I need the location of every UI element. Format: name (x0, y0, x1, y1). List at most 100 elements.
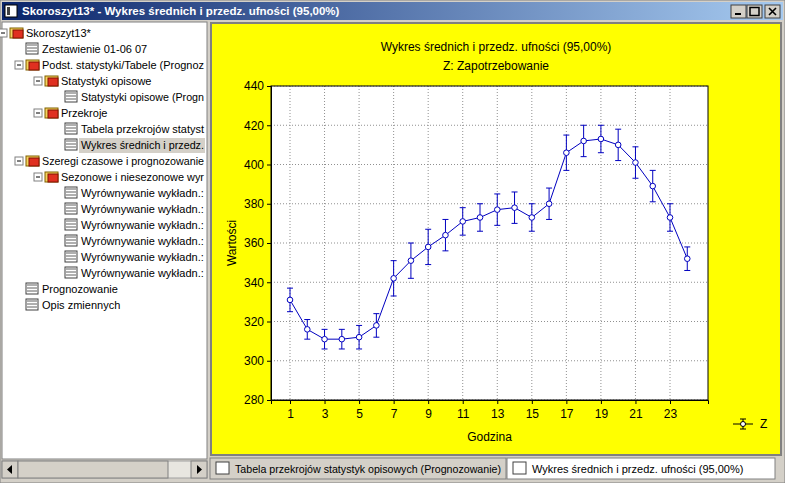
tree-label[interactable]: Przekroje (61, 107, 107, 119)
tree-item[interactable]: Wyrównywanie wykładn.: (65, 203, 204, 215)
tab[interactable]: Wykres średnich i przedz. ufności (95,00… (507, 458, 775, 479)
tree-expander[interactable] (0, 29, 7, 37)
item-icon-line (27, 291, 37, 292)
scroll-left[interactable] (2, 461, 18, 478)
tree-item[interactable]: Tabela przekrojów statyst (65, 123, 204, 135)
x-axis-title: Godzina (467, 430, 512, 444)
error-bar (494, 194, 500, 225)
point (477, 215, 483, 221)
tree-item[interactable]: Wyrównywanie wykładn.: (65, 219, 204, 231)
tree-item[interactable]: Podst. statystyki/Tabele (Prognoz (15, 59, 204, 71)
tree-label[interactable]: Wykres średnich i przedz. (81, 139, 204, 151)
window-button-face[interactable] (731, 5, 746, 18)
y-tick-label: 420 (244, 119, 264, 133)
item-icon-line (66, 192, 76, 193)
tree-item[interactable]: Wykres średnich i przedz. (65, 138, 205, 153)
item-icon-line (66, 99, 76, 100)
y-tick: 380 (244, 197, 271, 211)
tree-expander[interactable] (34, 173, 42, 181)
tree-item[interactable]: Wyrównywanie wykładn.: (65, 187, 204, 199)
tree-label[interactable]: Wyrównywanie wykładn.: (81, 187, 204, 199)
tree-label[interactable]: Wyrównywanie wykładn.: (81, 235, 204, 247)
item-icon (65, 267, 77, 278)
tree-item[interactable]: Statystyki opisowe (Progn (65, 91, 204, 103)
tree-label[interactable]: Prognozowanie (42, 283, 118, 295)
tree-expander[interactable] (34, 109, 42, 117)
tree-label[interactable]: Podst. statystyki/Tabele (Prognoz (42, 59, 204, 71)
window-icon-body (5, 5, 17, 17)
tab-label[interactable]: Wykres średnich i przedz. ufności (95,00… (532, 463, 743, 475)
y-tick: 420 (244, 119, 271, 133)
folder-icon-mark (48, 78, 58, 86)
y-tick-mark (267, 204, 271, 205)
tree-label[interactable]: Wyrównywanie wykładn.: (81, 251, 204, 263)
item-icon (65, 187, 77, 198)
y-tick-label: 360 (244, 236, 264, 250)
tree-item[interactable]: Szeregi czasowe i prognozowanie (15, 155, 204, 167)
tree-label[interactable]: Opis zmiennych (42, 299, 120, 311)
folder-icon (45, 76, 58, 86)
tree-item[interactable]: Zestawienie 01-06 07 (26, 43, 147, 55)
scroll-track[interactable] (2, 461, 207, 478)
tree-scrollbar[interactable] (2, 461, 207, 478)
item-icon-line (66, 147, 76, 148)
scroll-right[interactable] (191, 461, 207, 478)
folder-icon-mark (48, 110, 58, 118)
tree-label[interactable]: Wyrównywanie wykładn.: (81, 267, 204, 279)
tree-item[interactable]: Wyrównywanie wykładn.: (65, 251, 204, 263)
tree-item[interactable]: Wyrównywanie wykładn.: (65, 267, 204, 279)
tree-selection[interactable] (79, 138, 205, 153)
x-tick-mark (290, 400, 291, 404)
tree-item[interactable]: Statystyki opisowe (34, 75, 151, 87)
item-icon-line (66, 125, 76, 126)
y-axis-title: Wartości (225, 220, 239, 266)
folder-icon (45, 108, 58, 118)
legend: Z (733, 417, 767, 431)
item-icon (26, 283, 38, 294)
tree-expander[interactable] (34, 77, 42, 85)
x-tick-mark (635, 400, 636, 404)
item-icon (65, 251, 77, 262)
tree-label[interactable]: Sezonowe i niesezonowe wyr (61, 171, 204, 183)
scroll-thumb[interactable] (18, 461, 168, 478)
y-axis-line (267, 87, 272, 401)
window-button[interactable] (731, 5, 746, 18)
x-tick: 3 (322, 400, 329, 421)
tree-item[interactable]: Prognozowanie (26, 283, 118, 295)
tree-label[interactable]: Szeregi czasowe i prognozowanie (42, 155, 204, 167)
plot-area (271, 86, 708, 400)
tree-item[interactable]: Opis zmiennych (26, 299, 120, 311)
tree-label[interactable]: Wyrównywanie wykładn.: (81, 219, 204, 231)
tree-label[interactable]: Tabela przekrojów statyst (81, 123, 204, 135)
window-button-face[interactable] (765, 5, 780, 18)
tab[interactable]: Tabela przekrojów statystyk opisowych (P… (210, 458, 506, 479)
error-bar (460, 208, 466, 235)
tree-label[interactable]: Zestawienie 01-06 07 (42, 43, 147, 55)
point (460, 219, 466, 225)
x-tick: 1 (287, 400, 294, 421)
item-icon-line (27, 51, 37, 52)
point (391, 276, 397, 282)
tree-label[interactable]: Wyrównywanie wykładn.: (81, 203, 204, 215)
x-tick-label: 15 (526, 407, 540, 421)
tree-item[interactable]: Sezonowe i niesezonowe wyr (34, 171, 204, 183)
tree-item[interactable]: Skoroszyt13* (0, 27, 92, 39)
window-button[interactable] (747, 5, 762, 18)
tab-face[interactable] (507, 458, 775, 479)
tree-item[interactable]: Przekroje (34, 107, 107, 119)
series-line (290, 139, 687, 339)
tree-label[interactable]: Skoroszyt13* (26, 27, 92, 39)
window-button[interactable] (765, 5, 780, 18)
tree-expander[interactable] (15, 157, 23, 165)
item-icon (65, 203, 77, 214)
tree-expander[interactable] (15, 61, 23, 69)
tree-label[interactable]: Statystyki opisowe (61, 75, 151, 87)
item-icon-line (66, 128, 76, 129)
item-icon-line (66, 189, 76, 190)
tree-label[interactable]: Statystyki opisowe (Progn (81, 91, 204, 103)
tab-face[interactable] (210, 458, 506, 479)
tree-item[interactable]: Wyrównywanie wykładn.: (65, 235, 204, 247)
window-button-face[interactable] (747, 5, 762, 18)
tab-label[interactable]: Tabela przekrojów statystyk opisowych (P… (235, 463, 501, 475)
x-axis-line (272, 401, 709, 405)
